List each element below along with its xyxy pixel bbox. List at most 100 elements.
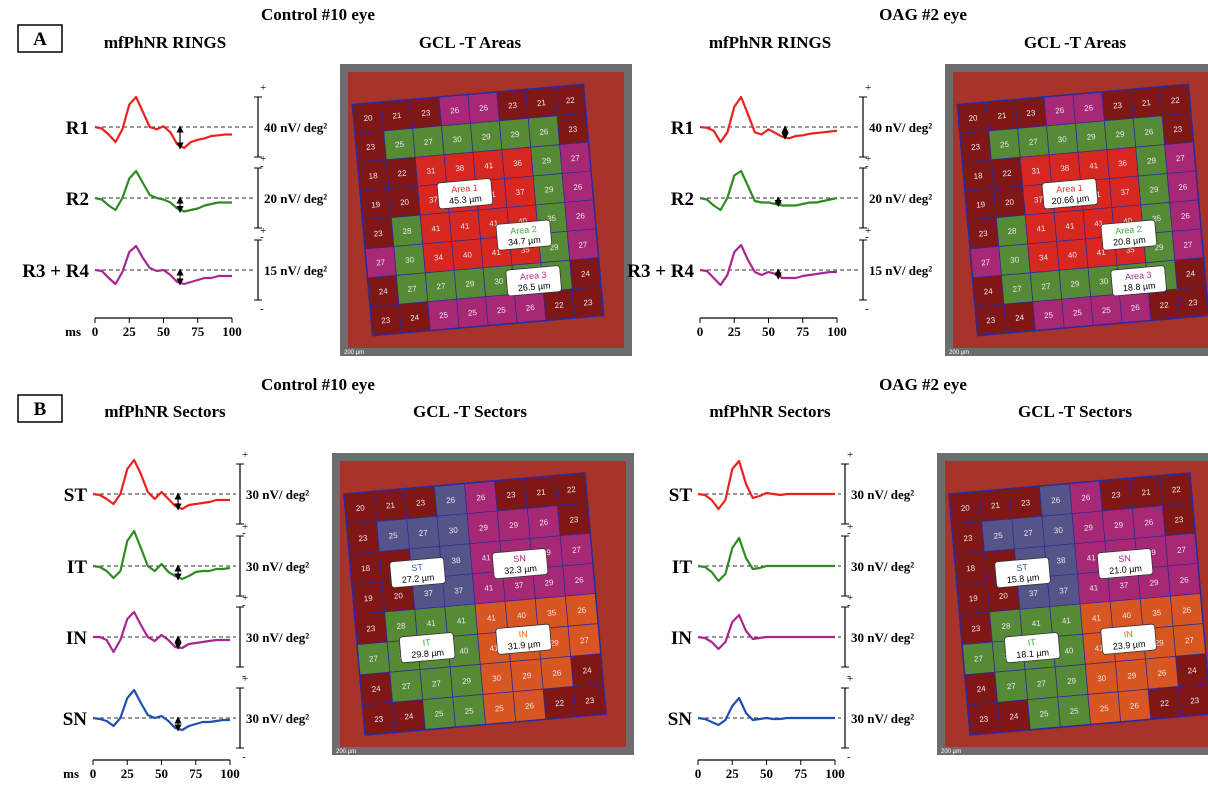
cell-value: 35: [1125, 245, 1135, 255]
cell-value: 23: [508, 101, 518, 111]
cell-value: 24: [1009, 712, 1019, 722]
cell-value: 24: [1015, 313, 1025, 323]
cell-value: 27: [1012, 284, 1022, 294]
cell-value: 22: [1170, 96, 1180, 106]
cell-value: 40: [1068, 250, 1078, 260]
cell-value: 26: [450, 106, 460, 116]
trace-label: R3 + R4: [627, 261, 694, 282]
trace-label: R2: [66, 189, 89, 210]
cell-value: 26: [479, 103, 489, 113]
region-box: [1041, 178, 1099, 210]
cell-value: 27: [432, 679, 442, 689]
scale-label: 20 nV/ deg²: [869, 191, 932, 206]
cell-value: 41: [456, 616, 466, 626]
trace-label: IT: [672, 557, 692, 578]
trace-label: IN: [671, 628, 692, 649]
scale-label: 30 nV/ deg²: [851, 559, 914, 574]
region-box: [505, 265, 562, 297]
x-axis-label: ms: [65, 324, 81, 339]
region-name: ST: [411, 562, 424, 573]
wave-title: mfPhNR RINGS: [104, 33, 226, 52]
region-name: Area 2: [1115, 224, 1142, 236]
cell-value: 41: [487, 613, 497, 623]
cell-value: 26: [1182, 605, 1192, 615]
cell-value: 29: [549, 243, 559, 253]
cell-value: 41: [484, 161, 494, 171]
cell-value: 23: [1173, 125, 1183, 135]
cell-value: 41: [1089, 161, 1099, 171]
cell-value: 26: [539, 518, 549, 528]
image-scale-label: 200 µm: [344, 350, 364, 356]
cell-value: 22: [397, 169, 407, 179]
cell-value: 20: [968, 113, 978, 123]
cell-value: 28: [402, 226, 412, 236]
polarity-plus: +: [865, 225, 871, 237]
cell-value: 23: [373, 229, 383, 239]
cell-value: 30: [492, 674, 502, 684]
cell-value: 26: [574, 575, 584, 585]
region-name: Area 3: [520, 270, 547, 282]
cell-value: 29: [1127, 671, 1137, 681]
x-tick-label: 25: [726, 766, 740, 781]
x-tick-label: 75: [189, 766, 203, 781]
x-tick-label: 25: [121, 766, 135, 781]
cell-value: 20: [400, 197, 410, 207]
cell-value: 27: [1041, 282, 1051, 292]
polarity-minus: -: [242, 599, 246, 611]
cell-value: 26: [1178, 182, 1188, 192]
trace-label: ST: [669, 485, 693, 506]
cell-value: 27: [401, 682, 411, 692]
region-value: 23.9 µm: [1112, 639, 1145, 652]
trace-label: IT: [67, 557, 87, 578]
cell-value: 41: [1031, 619, 1041, 629]
cell-value: 23: [978, 229, 988, 239]
cell-value: 25: [388, 531, 398, 541]
polarity-plus: +: [865, 153, 871, 165]
trace-label: ST: [64, 485, 88, 506]
cell-value: 21: [1142, 98, 1152, 108]
polarity-plus: +: [260, 153, 266, 165]
group-title: Control #10 eye: [261, 5, 375, 24]
cell-value: 25: [439, 310, 449, 320]
cell-value: 41: [484, 583, 494, 593]
x-tick-label: 25: [728, 324, 742, 339]
cell-value: 26: [1130, 701, 1140, 711]
cell-value: 30: [1010, 255, 1020, 265]
grid-border: [351, 83, 605, 337]
cell-value: 26: [1084, 103, 1094, 113]
cell-value: 23: [1190, 696, 1200, 706]
cell-value: 37: [424, 588, 434, 598]
region-box: [491, 548, 549, 580]
region-value: 18.8 µm: [1122, 280, 1155, 293]
polarity-plus: +: [242, 673, 248, 685]
region-box: [495, 219, 553, 251]
cell-value: 40: [1064, 646, 1074, 656]
cell-value: 23: [421, 108, 431, 118]
cell-value: 38: [1056, 556, 1066, 566]
cell-value: 29: [1086, 132, 1096, 142]
region-box: [1100, 623, 1157, 655]
cell-value: 37: [454, 586, 464, 596]
cell-value: 29: [1155, 638, 1165, 648]
cell-value: 41: [426, 619, 436, 629]
cell-value: 24: [371, 684, 381, 694]
cell-value: 40: [459, 646, 469, 656]
grid-border: [956, 83, 1208, 337]
cell-value: 21: [1141, 488, 1151, 498]
cell-value: 22: [1002, 169, 1012, 179]
cell-value: 26: [1144, 127, 1154, 137]
polarity-plus: +: [847, 521, 853, 533]
image-scale-label: 200 µm: [336, 749, 356, 755]
x-tick-label: 50: [762, 324, 775, 339]
cell-value: 41: [1089, 583, 1099, 593]
cell-value: 18: [368, 171, 378, 181]
map-title: GCL -T Areas: [419, 33, 522, 52]
cell-value: 23: [585, 696, 595, 706]
cell-value: 41: [1065, 221, 1075, 231]
cell-value: 29: [522, 671, 532, 681]
region-value: 20.8 µm: [1113, 235, 1146, 248]
panel-label-box: [17, 394, 63, 423]
cell-value: 36: [513, 158, 523, 168]
cell-value: 37: [1119, 581, 1129, 591]
region-name: ST: [1016, 562, 1029, 573]
